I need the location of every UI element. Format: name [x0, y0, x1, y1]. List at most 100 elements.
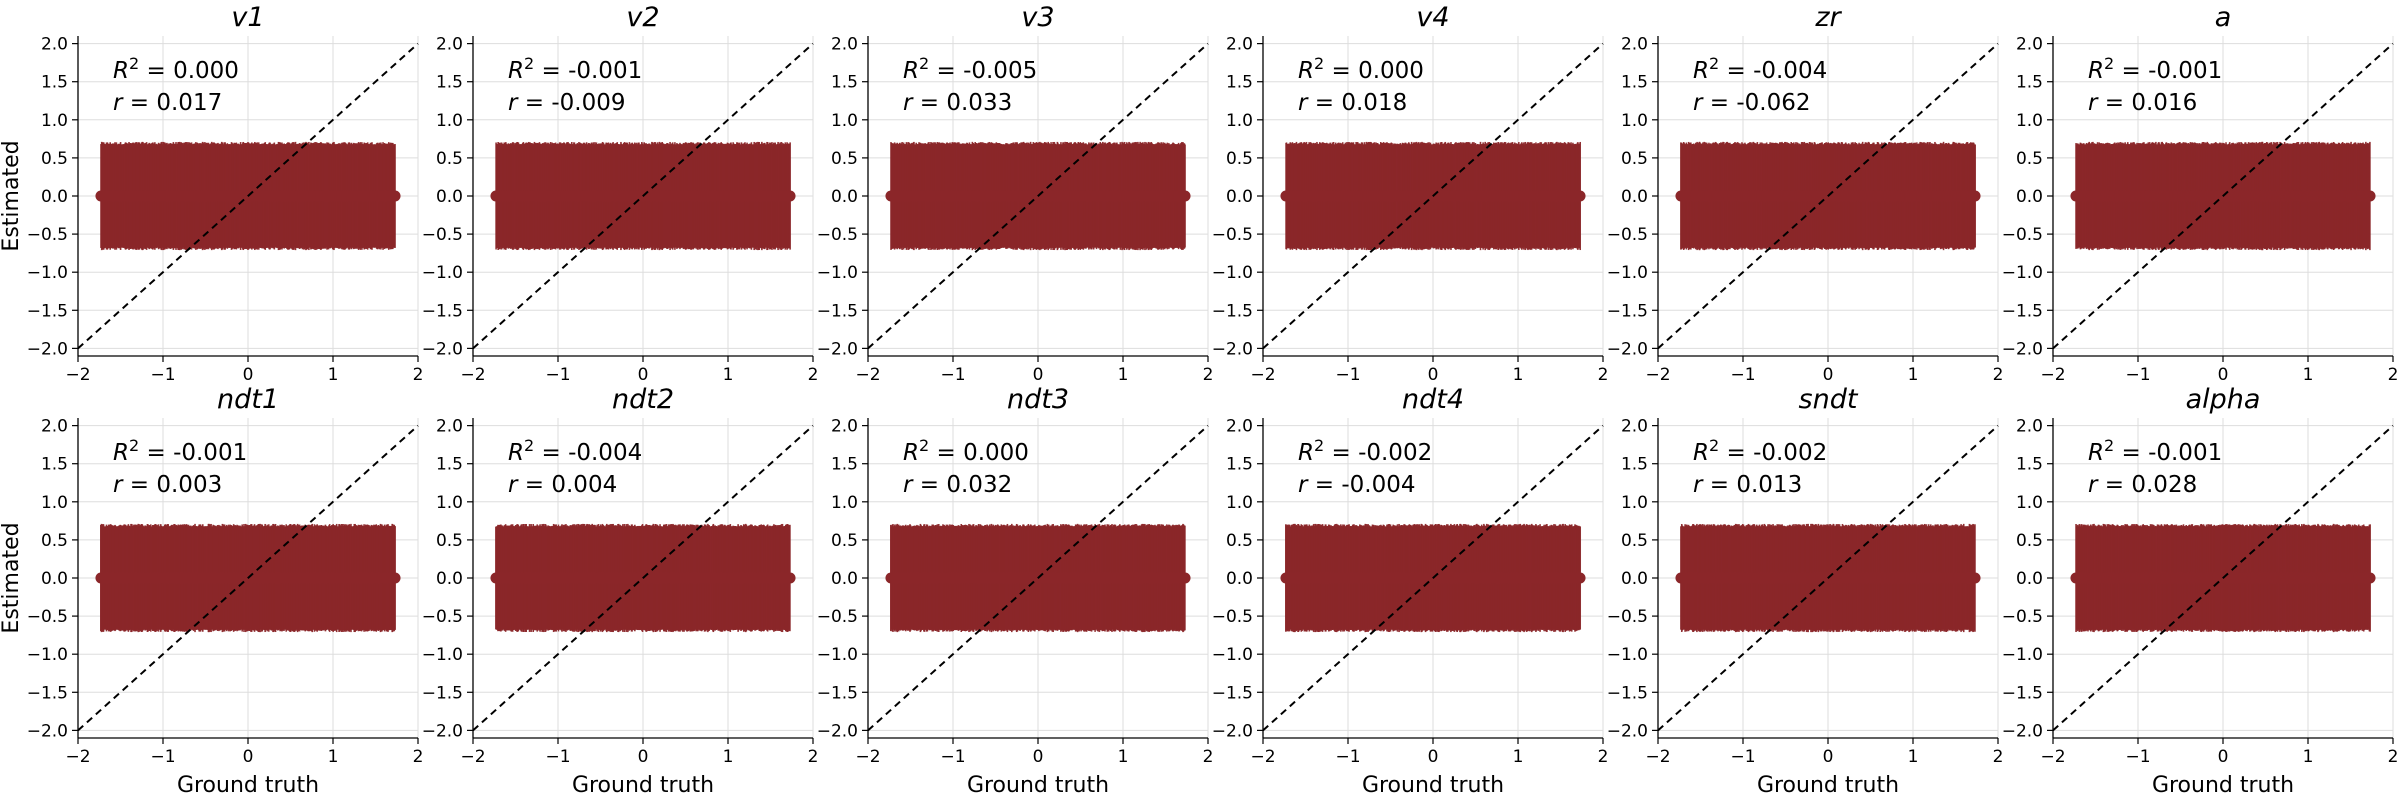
- subplot-title: v2: [626, 2, 659, 33]
- x-tick-label: 1: [723, 747, 734, 767]
- x-tick-label: −2: [460, 365, 485, 385]
- r2-label: R2 = -0.001: [508, 54, 642, 84]
- y-tick-label: 0.0: [436, 187, 463, 207]
- x-tick-label: −1: [1730, 365, 1755, 385]
- x-tick-label: 2: [1993, 365, 2004, 385]
- y-tick-label: −1.0: [422, 645, 463, 665]
- r2-label: R2 = -0.001: [113, 436, 247, 466]
- subplot-title: v3: [1021, 2, 1054, 33]
- y-tick-label: −2.0: [1212, 721, 1253, 741]
- r2-label: R2 = -0.004: [1693, 54, 1827, 84]
- x-tick-label: −2: [1250, 365, 1275, 385]
- y-tick-label: −0.5: [1607, 225, 1648, 245]
- y-tick-label: −0.5: [817, 607, 858, 627]
- y-tick-label: 0.5: [41, 531, 68, 551]
- y-tick-label: −2.0: [422, 721, 463, 741]
- subplot-title: v1: [231, 2, 264, 33]
- r-label: r = 0.018: [1298, 90, 1407, 116]
- x-tick-label: 1: [2303, 365, 2314, 385]
- subplot-sndt: −2 −1 0 1 2−2.0−1.5−1.0−0.50.00.51.01.52.0sn…: [1607, 384, 2004, 798]
- x-tick-label: −2: [460, 747, 485, 767]
- y-tick-label: −0.5: [422, 607, 463, 627]
- y-tick-label: 2.0: [1226, 35, 1253, 55]
- x-tick-label: 0: [1033, 365, 1044, 385]
- x-tick-label: −1: [150, 365, 175, 385]
- x-tick-label: −1: [545, 365, 570, 385]
- y-tick-label: 0.5: [436, 149, 463, 169]
- y-tick-label: 0.5: [831, 531, 858, 551]
- y-tick-label: 0.0: [1226, 569, 1253, 589]
- x-tick-label: −2: [855, 747, 880, 767]
- subplot-title: zr: [1814, 2, 1842, 33]
- x-tick-label: 2: [808, 747, 819, 767]
- x-tick-label: 1: [328, 747, 339, 767]
- r-label: r = 0.032: [903, 472, 1012, 498]
- y-tick-label: 1.5: [1226, 73, 1253, 93]
- x-tick-label: 2: [1598, 747, 1609, 767]
- y-tick-label: 2.0: [1226, 417, 1253, 437]
- y-tick-label: −0.5: [27, 225, 68, 245]
- r2-label: R2 = 0.000: [1298, 54, 1424, 84]
- x-tick-label: 1: [723, 365, 734, 385]
- x-tick-label: 0: [1823, 365, 1834, 385]
- y-tick-label: 0.5: [1226, 149, 1253, 169]
- y-tick-label: 0.5: [1226, 531, 1253, 551]
- identity-line: [867, 42, 1209, 350]
- y-tick-label: −1.0: [817, 263, 858, 283]
- y-tick-label: 0.0: [831, 569, 858, 589]
- subplot-ndt3: −2 −1 0 1 2 −2.0 −1.5 −1.0 −0.5 0.0 0.5 1.0 1.5 2.0 nd…: [817, 384, 1214, 798]
- r2-label: R2 = -0.004: [508, 436, 642, 466]
- subplot-v1: −2 −1 0 1 2 −2.0 −1.5 −1.0 −0.5 0.0 0.5 1.0 1.5 2.0 v1…: [0, 2, 423, 385]
- x-tick-label: 0: [243, 365, 254, 385]
- y-tick-label: 2.0: [2016, 35, 2043, 55]
- y-tick-label: −1.0: [27, 645, 68, 665]
- x-tick-label: −2: [1645, 365, 1670, 385]
- y-axis-label: Estimated: [0, 140, 24, 251]
- y-tick-label: −2.0: [27, 339, 68, 359]
- r2-label: R2 = -0.001: [2088, 54, 2222, 84]
- y-tick-label: 1.0: [831, 111, 858, 131]
- x-tick-label: −1: [150, 747, 175, 767]
- y-tick-label: 2.0: [41, 417, 68, 437]
- subplot-v3: −2 −1 0 1 2 −2.0 −1.5 −1.0 −0.5 0.0 0.5 1.0 1.5 2.0 v3…: [817, 2, 1214, 385]
- y-tick-label: −2.0: [817, 339, 858, 359]
- y-tick-label: 1.5: [1226, 455, 1253, 475]
- r-label: r = 0.033: [903, 90, 1012, 116]
- y-tick-label: −1.5: [1607, 301, 1648, 321]
- y-tick-label: −1.0: [422, 263, 463, 283]
- y-tick-label: 1.5: [436, 455, 463, 475]
- identity-line: [77, 42, 419, 350]
- y-tick-label: 2.0: [41, 35, 68, 55]
- identity-line: [1262, 424, 1604, 732]
- y-tick-label: 1.0: [41, 111, 68, 131]
- y-tick-label: −1.0: [1212, 645, 1253, 665]
- y-tick-label: −2.0: [27, 721, 68, 741]
- y-tick-label: 0.5: [436, 531, 463, 551]
- x-tick-label: 2: [1203, 365, 1214, 385]
- y-tick-label: 0.0: [41, 569, 68, 589]
- y-tick-label: 2.0: [436, 417, 463, 437]
- y-tick-label: 1.5: [41, 455, 68, 475]
- x-tick-label: 2: [1203, 747, 1214, 767]
- y-tick-label: 2.0: [831, 417, 858, 437]
- x-tick-label: −2: [65, 365, 90, 385]
- y-tick-label: 2.0: [831, 35, 858, 55]
- y-tick-label: −1.0: [817, 645, 858, 665]
- y-tick-label: 0.0: [1621, 187, 1648, 207]
- y-tick-label: 1.5: [831, 455, 858, 475]
- identity-line: [77, 424, 419, 732]
- x-tick-label: −2: [2040, 365, 2065, 385]
- subplot-title: a: [2215, 2, 2232, 33]
- y-tick-label: 1.5: [436, 73, 463, 93]
- identity-line: [472, 424, 814, 732]
- r-label: r = 0.003: [113, 472, 222, 498]
- y-tick-label: −1.5: [27, 683, 68, 703]
- y-tick-label: −1.0: [1607, 263, 1648, 283]
- r-label: r = 0.004: [508, 472, 617, 498]
- x-tick-label: 2: [1598, 365, 1609, 385]
- y-tick-label: −1.5: [1212, 301, 1253, 321]
- x-tick-label: 2: [413, 365, 424, 385]
- y-tick-label: 1.0: [1226, 111, 1253, 131]
- x-tick-label: −2: [1250, 747, 1275, 767]
